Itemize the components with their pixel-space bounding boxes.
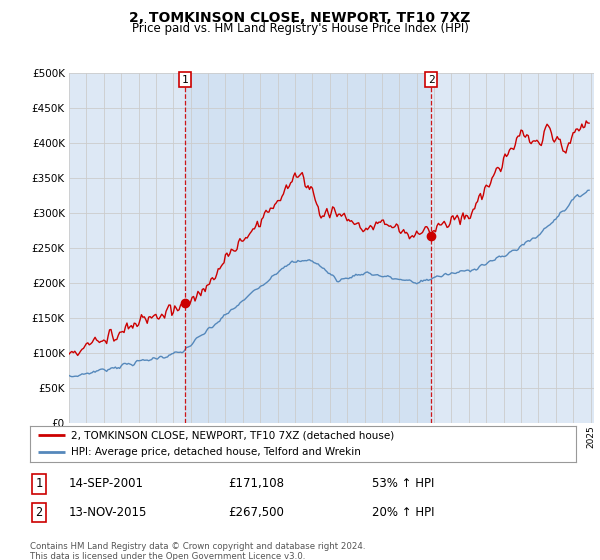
Text: 2, TOMKINSON CLOSE, NEWPORT, TF10 7XZ: 2, TOMKINSON CLOSE, NEWPORT, TF10 7XZ: [130, 11, 470, 25]
Text: 2: 2: [35, 506, 43, 519]
Text: 2, TOMKINSON CLOSE, NEWPORT, TF10 7XZ (detached house): 2, TOMKINSON CLOSE, NEWPORT, TF10 7XZ (d…: [71, 431, 394, 440]
Text: £267,500: £267,500: [228, 506, 284, 519]
Text: Contains HM Land Registry data © Crown copyright and database right 2024.
This d: Contains HM Land Registry data © Crown c…: [30, 542, 365, 560]
Text: 1: 1: [35, 477, 43, 491]
Text: £171,108: £171,108: [228, 477, 284, 491]
Text: 20% ↑ HPI: 20% ↑ HPI: [372, 506, 434, 519]
Text: 13-NOV-2015: 13-NOV-2015: [69, 506, 148, 519]
Text: 2: 2: [428, 74, 434, 85]
Text: Price paid vs. HM Land Registry's House Price Index (HPI): Price paid vs. HM Land Registry's House …: [131, 22, 469, 35]
Text: 53% ↑ HPI: 53% ↑ HPI: [372, 477, 434, 491]
Text: 1: 1: [182, 74, 188, 85]
Text: HPI: Average price, detached house, Telford and Wrekin: HPI: Average price, detached house, Telf…: [71, 447, 361, 457]
Bar: [185, 73, 431, 423]
Text: 14-SEP-2001: 14-SEP-2001: [69, 477, 144, 491]
